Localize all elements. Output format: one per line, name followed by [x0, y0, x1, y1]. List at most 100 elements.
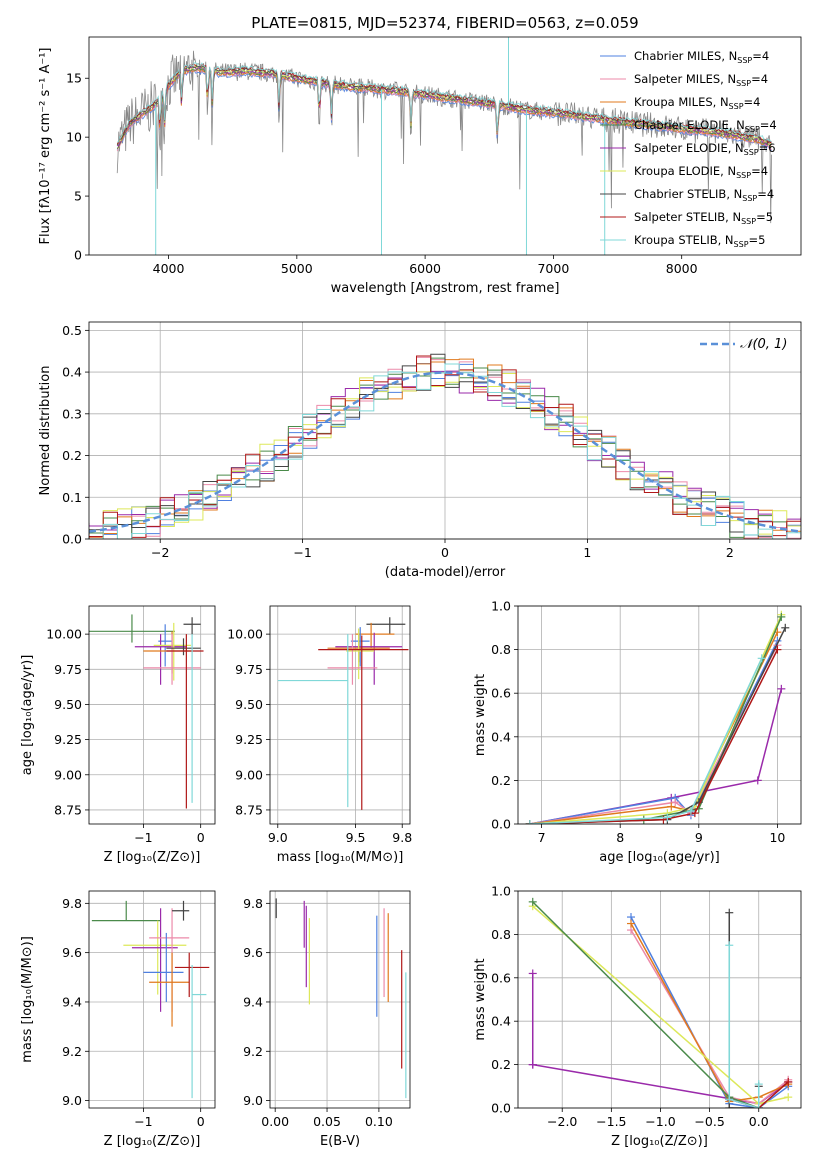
y-tick-label: 9.4: [62, 994, 82, 1009]
legend-suffix: =4: [760, 118, 777, 132]
plot-frame: [88, 890, 216, 1109]
y-tick-label: 10.00: [46, 627, 82, 642]
plot-area: [277, 617, 409, 810]
y-tick-label: 9.50: [54, 697, 82, 712]
residual-histogram: [89, 363, 801, 539]
mass_vs_Z-panel: −1 0 9.0 9.2 9.4 9.6 9.8 Z [log₁₀(Z/Z⊙)] mass [l…: [20, 890, 216, 1149]
x-tick-label: −2.0: [547, 1114, 577, 1129]
mass-weight-line: [529, 627, 786, 824]
y-tick-label: 9.50: [235, 697, 263, 712]
legend-label: Chabrier STELIB, N: [634, 187, 742, 201]
y-tick-label: 9.00: [235, 767, 263, 782]
mass-weight-line: [529, 631, 779, 824]
legend-label: Salpeter ELODIE, N: [634, 141, 744, 155]
x-tick-label: 0.10: [365, 1114, 393, 1129]
x-tick-label: −1.0: [645, 1114, 675, 1129]
legend-entry: Salpeter ELODIE, NSSP=6: [634, 141, 776, 157]
legend-entry: 𝒩(0, 1): [740, 337, 787, 352]
chart-title: PLATE=0815, MJD=52374, FIBERID=0563, z=0…: [251, 14, 638, 32]
model-spectrum-line: [116, 64, 772, 146]
x-tick-label: −1: [134, 1114, 152, 1129]
legend-suffix: =4: [757, 187, 774, 201]
y-tick-label: 0.4: [491, 1014, 511, 1029]
y-tick-label: 9.0: [62, 1093, 82, 1108]
y-tick-label: 0.2: [62, 448, 82, 463]
legend-suffix: =4: [744, 95, 761, 109]
y-tick-label: 0.6: [491, 686, 511, 701]
age_vs_mass-panel: 9.0 9.5 9.8 8.75 9.00 9.25 9.50 9.75 10.00 mass […: [227, 605, 412, 865]
y-tick-label: 15: [66, 71, 82, 86]
legend-suffix: =4: [752, 49, 769, 63]
y-tick-label: 0: [74, 248, 82, 263]
plot-area: [275, 898, 407, 1099]
x-tick-label: 9.5: [346, 830, 366, 845]
mass-weight-line: [728, 945, 760, 1108]
mass-weight-line: [529, 658, 763, 824]
mass-weight-line: [728, 912, 760, 1108]
x-tick-label: 9.0: [268, 830, 288, 845]
y-tick-label: 0.3: [62, 406, 82, 421]
plot-area: [116, 37, 772, 255]
legend-label: Kroupa ELODIE, N: [634, 164, 736, 178]
x-tick-label: 0.00: [261, 1114, 289, 1129]
plot-area: [525, 610, 790, 824]
legend-subscript: SSP: [736, 79, 751, 88]
x-axis-label: wavelength [Angstrom, rest frame]: [331, 281, 560, 296]
spectrum-panel: 4000 5000 6000 7000 8000 0 5 10 15 wavelength [An…: [38, 14, 802, 296]
legend-entry: Kroupa MILES, NSSP=4: [634, 95, 760, 111]
y-axis-label: mass weight: [473, 958, 488, 1040]
y-tick-label: 0.8: [491, 642, 511, 657]
legend-suffix: =5: [756, 210, 773, 224]
normal-curve: [89, 371, 801, 533]
x-tick-label: 0: [441, 545, 449, 560]
y-axis-label: mass [log₁₀(M/M⊙)]: [20, 936, 35, 1063]
x-tick-label: 6000: [409, 261, 441, 276]
y-tick-label: 9.75: [54, 662, 82, 677]
legend-label: Kroupa STELIB, N: [634, 233, 734, 247]
x-tick-label: 9.8: [392, 830, 412, 845]
mass-weight-line: [529, 640, 779, 824]
x-axis-label: mass [log₁₀(M/M⊙)]: [277, 850, 404, 865]
plot-area: [91, 900, 210, 1099]
y-tick-label: 9.4: [243, 994, 263, 1009]
legend-suffix: =4: [751, 164, 768, 178]
legend-label: Chabrier ELODIE, N: [634, 118, 745, 132]
legend-entry: Kroupa STELIB, NSSP=5: [634, 233, 765, 249]
y-tick-label: 9.2: [62, 1044, 82, 1059]
massweight_vs_age-panel: 7 8 9 10 0.0 0.2 0.4 0.6 0.8 1.0 age [log₁₀(age/yr…: [473, 599, 802, 865]
legend-label: Salpeter MILES, N: [634, 72, 736, 86]
legend-subscript: SSP: [742, 194, 757, 203]
mass-weight-line: [630, 916, 789, 1108]
x-tick-label: 0.05: [313, 1114, 341, 1129]
y-tick-label: 9.6: [243, 945, 263, 960]
mass-weight-line: [529, 616, 783, 824]
legend-entry: Kroupa ELODIE, NSSP=4: [634, 164, 768, 180]
x-tick-label: 0: [197, 830, 205, 845]
plot-area: [528, 897, 793, 1108]
y-axis-label: Flux [fλ10⁻¹⁷ erg cm⁻² s⁻¹ A⁻¹]: [38, 48, 53, 245]
age_vs_Z-panel: −1 0 8.75 9.00 9.25 9.50 9.75 10.00 Z [log₁₀(Z/Z…: [20, 605, 216, 865]
residual-histogram: [89, 355, 801, 539]
plot-frame: [269, 890, 411, 1109]
y-tick-label: 0.8: [491, 927, 511, 942]
plot-frame: [517, 890, 802, 1109]
legend-entry: Chabrier MILES, NSSP=4: [634, 49, 769, 65]
x-axis-label: Z [log₁₀(Z/Z⊙)]: [104, 850, 201, 865]
y-tick-label: 9.25: [54, 732, 82, 747]
x-tick-label: 0: [197, 1114, 205, 1129]
y-tick-label: 0.5: [62, 323, 82, 338]
mass_vs_ebv-panel: 0.00 0.05 0.10 9.0 9.2 9.4 9.6 9.8 E(B-V): [243, 890, 411, 1149]
y-tick-label: 9.75: [235, 662, 263, 677]
legend-subscript: SSP: [745, 125, 760, 134]
y-tick-label: 9.6: [62, 945, 82, 960]
x-tick-label: 10: [769, 830, 785, 845]
x-tick-label: 1: [583, 545, 591, 560]
legend-subscript: SSP: [734, 240, 749, 249]
y-tick-label: 9.8: [243, 896, 263, 911]
y-tick-label: 1.0: [491, 884, 511, 899]
y-tick-label: 9.2: [243, 1044, 263, 1059]
y-tick-label: 0.6: [491, 970, 511, 985]
x-tick-label: 9: [695, 830, 703, 845]
y-tick-label: 9.8: [62, 896, 82, 911]
